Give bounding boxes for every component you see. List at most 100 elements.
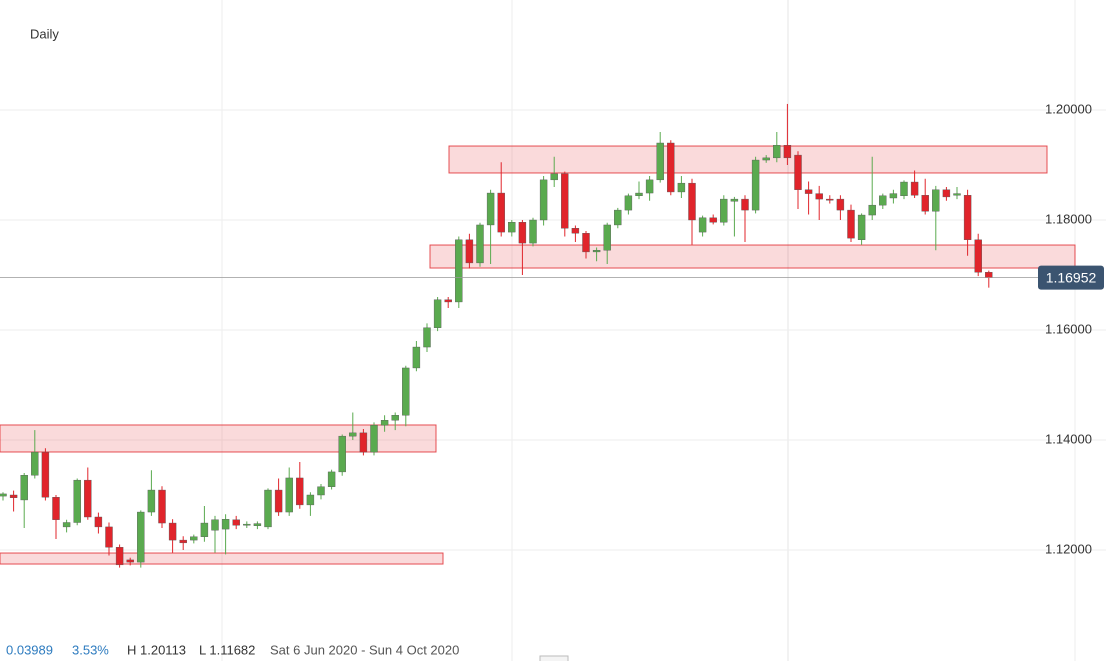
candle-body [741,198,749,211]
candle-body [635,192,643,197]
candle-body [582,232,590,253]
candle-body [508,221,516,233]
candle-body [910,181,919,196]
last-price-label: 1.16952 [1046,269,1097,285]
candle-body [486,192,495,226]
candle-body [317,486,325,496]
candle-body [264,489,272,528]
candle-body [31,451,39,476]
candle-body [889,193,898,199]
candle-body [762,157,770,161]
candle-body [667,142,675,193]
candle-body [200,522,209,537]
candle-body [953,193,961,196]
zones [0,145,1076,565]
candle-body [688,182,696,221]
change-percent: 3.53% [72,642,109,657]
candle-body [158,489,166,524]
candle-body [338,435,346,473]
y-tick-label: 1.20000 [1045,101,1092,116]
candle-body [359,432,368,453]
candle-body [274,489,283,513]
candle-body [433,299,442,328]
candle-body [41,451,50,498]
candle-body [497,192,505,233]
period-low: L 1.11682 [199,642,255,657]
candle-body [518,221,527,244]
candle-body [285,477,293,513]
candle-body [836,198,845,211]
candle-body [614,209,622,226]
candle-body [179,539,187,544]
candle-body [677,182,686,193]
candle-body [847,209,855,239]
candle-body [624,195,633,211]
candle-body [20,475,28,501]
candle-body [211,519,219,531]
candle-body [571,228,580,234]
candle-body [147,489,156,513]
candle-body [529,219,537,244]
candle-body [804,189,813,194]
zone [0,552,444,565]
candle-body [327,471,336,487]
candle-body [826,198,834,201]
candle-body [539,179,548,221]
candle-body [942,189,951,198]
candle-body [221,519,230,530]
candle-body [232,519,240,526]
candle-body [709,217,717,223]
candle-body [9,494,18,498]
candle-body [794,154,802,190]
candle-body [698,217,707,233]
y-tick-label: 1.12000 [1045,541,1092,556]
candle-body [900,181,908,197]
candle-body [423,327,431,348]
candle-body [190,536,198,541]
candle-body [879,195,887,206]
candle-body [306,494,315,506]
candle-body [465,239,474,264]
candle-body [62,522,71,528]
candle-body [603,224,611,251]
candle-body [391,415,399,421]
candle-body [94,516,103,528]
candle-body [730,198,739,202]
candle-body [476,224,484,264]
candle-body [73,479,81,523]
candle-body [0,493,7,497]
scroll-handle[interactable] [539,655,569,661]
grid [0,109,1106,551]
y-axis: 1.12000 1.14000 1.16000 1.18000 1.20000 1.169… [0,101,1104,556]
period-range: Sat 6 Jun 2020 - Sun 4 Oct 2020 [270,642,459,657]
candle-body [963,195,972,240]
candle-body [349,432,357,437]
candle-body [137,511,145,563]
candle-body [592,250,601,253]
zone [429,244,1076,269]
candle-body [115,547,124,566]
candles [0,103,993,568]
y-tick-label: 1.18000 [1045,211,1092,226]
chart-title: Daily [30,26,59,41]
candle-body [412,346,421,369]
candle-body [751,159,760,211]
candle-body [815,193,823,200]
candle-body [932,189,940,212]
candle-body [550,173,558,181]
candle-body [921,195,929,212]
candle-body [773,144,781,159]
candle-body [84,479,92,518]
candle-body [253,523,262,526]
candle-body [296,477,304,506]
candle-body [656,142,664,181]
candle-body [857,214,866,241]
candle-body [974,239,982,273]
y-tick-label: 1.14000 [1045,431,1092,446]
candle-body [868,204,876,216]
candle-body [52,497,60,520]
candle-body [985,272,993,278]
last-price-box [1038,265,1104,290]
period-high: H 1.20113 [127,642,186,657]
zone [448,145,1048,174]
